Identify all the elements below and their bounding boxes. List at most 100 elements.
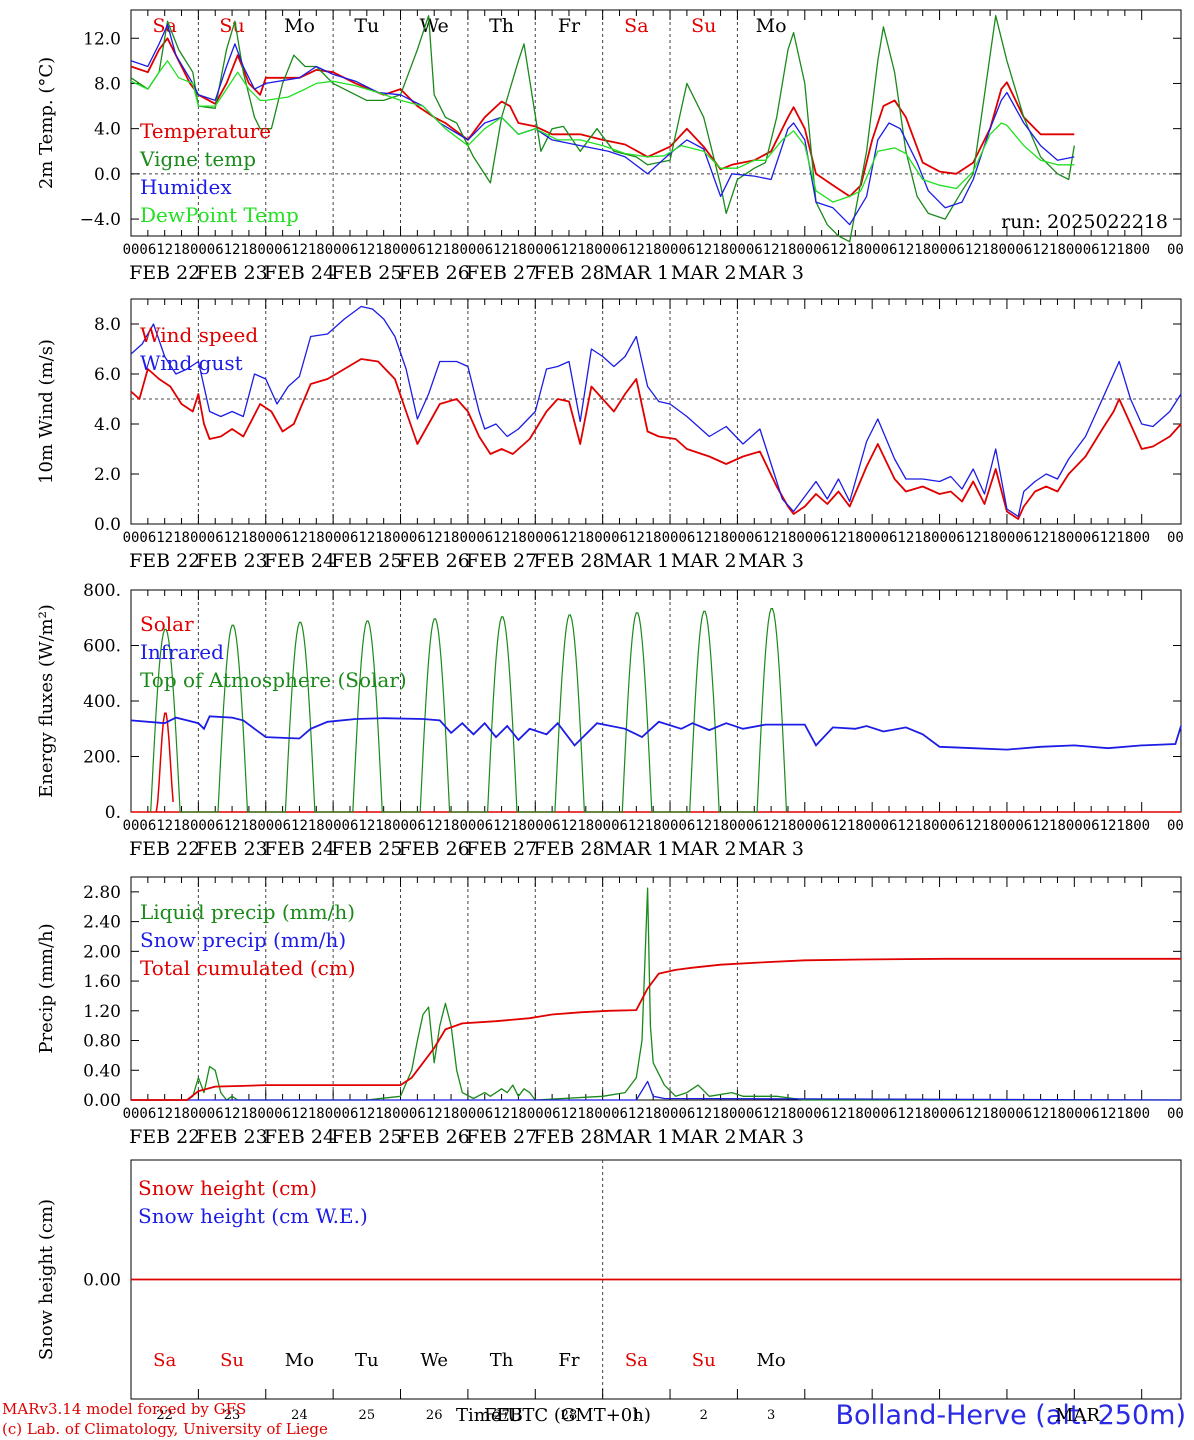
y-tick-label: 0.80 [83, 1032, 121, 1052]
hour-label: 18 [443, 1106, 460, 1122]
date-label: FEB 22 [129, 1126, 200, 1148]
hour-label: 18 [645, 1106, 662, 1122]
hour-label: 06 [678, 1106, 695, 1122]
month-label: FEB [484, 1405, 523, 1426]
hour-label: 00 [999, 242, 1016, 258]
hour-label: 12 [830, 242, 847, 258]
hour-label: 12 [695, 242, 712, 258]
date-label: MAR 1 [604, 550, 670, 572]
panel-1: −4.00.04.08.012.02m Temp. (°C)00 06 12 18 00… [36, 9, 1184, 284]
hour-label: 06 [1015, 530, 1032, 546]
date-label: MAR 2 [671, 262, 737, 284]
hour-label: 12 [830, 1106, 847, 1122]
hour-label: 18 [847, 242, 864, 258]
hour-label: 06 [274, 530, 291, 546]
y-tick-label: 800. [83, 581, 121, 601]
hour-label: 00 [392, 530, 409, 546]
legend-entry: Infrared [140, 640, 224, 664]
hour-label: 06 [139, 818, 156, 834]
hour-label: 12 [965, 818, 982, 834]
hour-label: 00 [662, 242, 679, 258]
hour-label: 00 [796, 530, 813, 546]
hour-label: 18 [914, 818, 931, 834]
hour-label: 12 [561, 818, 578, 834]
legend-entry: Humidex [140, 175, 232, 199]
hour-label: 06 [476, 1106, 493, 1122]
hour-label: 12 [763, 818, 780, 834]
hour-label: 18 [510, 530, 527, 546]
panel-frame [130, 9, 1182, 237]
hour-label: 00 [392, 818, 409, 834]
date-label: FEB 28 [533, 550, 604, 572]
hour-label: 06 [813, 530, 830, 546]
hour-label: 18 [982, 1106, 999, 1122]
hour-label: 06 [678, 242, 695, 258]
date-label: FEB 27 [466, 1126, 537, 1148]
hour-label: 00 [1167, 530, 1184, 546]
hour-label: 18 [1116, 818, 1133, 834]
date-label: FEB 25 [331, 550, 402, 572]
hour-label: 18 [510, 242, 527, 258]
hour-label: 00 [1167, 818, 1184, 834]
y-tick-label: 6.0 [94, 365, 121, 385]
y-tick-label: 4.0 [94, 120, 121, 140]
date-label: MAR 1 [604, 838, 670, 860]
hour-label: 00 [257, 818, 274, 834]
series-line-toa-solar [150, 608, 788, 813]
panel-frame [130, 589, 1182, 813]
day-name: Su [219, 15, 244, 37]
hour-label: 06 [476, 818, 493, 834]
date-label: FEB 24 [264, 550, 335, 572]
hour-label: 12 [426, 530, 443, 546]
y-tick-label: 0. [105, 803, 121, 823]
hour-label: 12 [493, 818, 510, 834]
hour-label: 18 [982, 530, 999, 546]
run-label: run: 2025022218 [1001, 211, 1168, 233]
hour-label: 06 [678, 530, 695, 546]
hour-label: 18 [308, 1106, 325, 1122]
hour-label: 18 [577, 1106, 594, 1122]
hour-label: 12 [897, 1106, 914, 1122]
hour-label: 18 [914, 530, 931, 546]
panel-frame [130, 298, 1182, 525]
date-label: FEB 26 [399, 838, 470, 860]
hour-label: 00 [527, 818, 544, 834]
hour-label: 00 [662, 1106, 679, 1122]
date-label: MAR 2 [671, 838, 737, 860]
hour-label: 18 [914, 242, 931, 258]
hour-label: 00 [325, 530, 342, 546]
hour-label: 06 [544, 1106, 561, 1122]
date-label: FEB 25 [331, 262, 402, 284]
hour-label: 06 [274, 818, 291, 834]
day-name: Sa [153, 1350, 176, 1371]
date-label: FEB 27 [466, 838, 537, 860]
hour-label: 00 [392, 242, 409, 258]
hour-label: 18 [1116, 1106, 1133, 1122]
time-axis-label: Time UTC (GMT+0h) [456, 1405, 651, 1426]
y-axis-title: Snow height (cm) [36, 1199, 57, 1360]
date-label: FEB 28 [533, 838, 604, 860]
day-number: 28 [561, 1408, 578, 1423]
hour-label: 12 [291, 818, 308, 834]
hour-label: 06 [813, 1106, 830, 1122]
hour-label: 00 [459, 1106, 476, 1122]
hour-label: 12 [897, 242, 914, 258]
hour-label: 12 [358, 818, 375, 834]
hour-label: 06 [881, 242, 898, 258]
hour-label: 18 [173, 1106, 190, 1122]
panel-frame [130, 876, 1182, 1101]
date-label: FEB 22 [129, 550, 200, 572]
date-label: MAR 2 [671, 1126, 737, 1148]
hour-label: 00 [729, 530, 746, 546]
hour-label: 12 [1100, 1106, 1117, 1122]
date-label: FEB 27 [466, 550, 537, 572]
hour-label: 12 [156, 242, 173, 258]
hour-label: 00 [1066, 242, 1083, 258]
hour-label: 06 [1083, 530, 1100, 546]
date-label: FEB 28 [533, 262, 604, 284]
hour-label: 06 [274, 1106, 291, 1122]
day-name: We [420, 15, 449, 37]
day-name: Sa [624, 15, 648, 37]
